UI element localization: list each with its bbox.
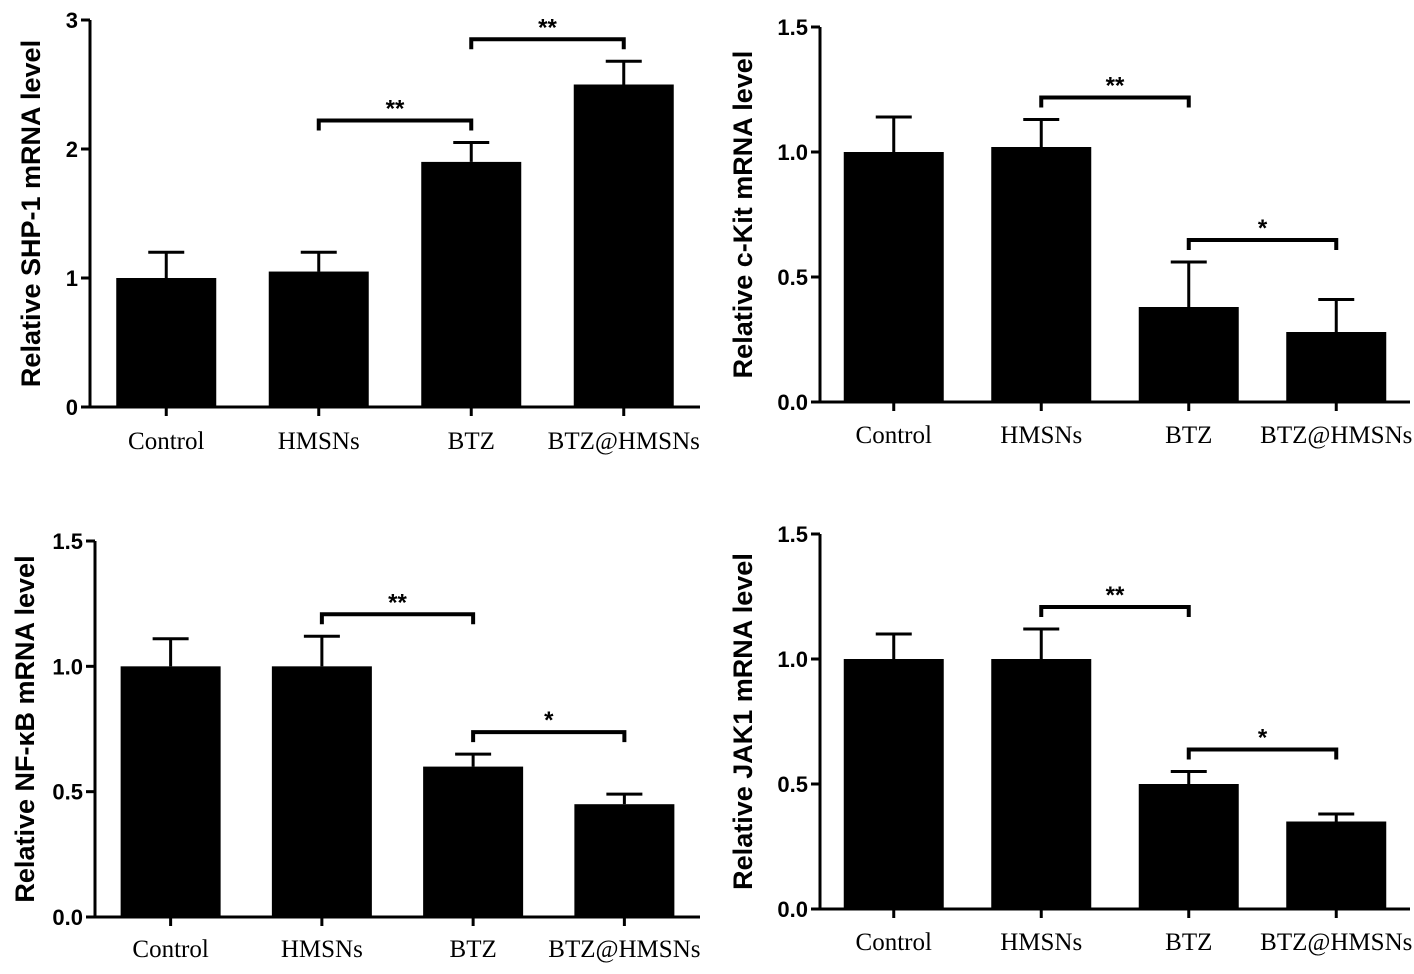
y-tick-label: 1.0 xyxy=(777,647,808,672)
significance-label: ** xyxy=(388,589,407,616)
bar-control xyxy=(116,278,217,407)
x-tick-label: BTZ xyxy=(1165,929,1212,956)
x-tick-label: HMSNs xyxy=(1000,422,1082,449)
bar-hmsns xyxy=(271,666,372,917)
y-tick-label: 0.0 xyxy=(777,390,808,415)
x-tick-label: HMSNs xyxy=(281,936,363,963)
y-tick-label: 0 xyxy=(66,395,78,420)
significance-label: * xyxy=(544,707,554,734)
y-tick-label: 3 xyxy=(66,8,78,33)
x-tick-label: HMSNs xyxy=(278,428,360,455)
y-tick-label: 2 xyxy=(66,137,78,162)
significance-bracket xyxy=(471,730,627,743)
y-tick-label: 0.0 xyxy=(52,905,83,930)
bar-btz xyxy=(1138,307,1239,402)
bar-hmsns xyxy=(991,147,1092,402)
y-tick-label: 1 xyxy=(66,266,78,291)
significance-bracket xyxy=(1186,238,1339,250)
bar-control xyxy=(843,659,944,909)
chart-panel-1: 0 1 2 3 Relative SHP-1 mRNA level Control HMSN… xyxy=(16,8,700,455)
y-axis-title: Relative c-Kit mRNA level xyxy=(728,51,758,379)
x-tick-label: Control xyxy=(132,936,208,963)
bar-btz-hmsns xyxy=(574,804,675,917)
y-tick-label: 0.0 xyxy=(777,897,808,922)
x-tick-label: BTZ@HMSNs xyxy=(1260,422,1412,449)
significance-bracket xyxy=(469,37,626,50)
bar-btz-hmsns xyxy=(573,84,674,407)
significance-bracket xyxy=(1039,95,1191,108)
significance-label: ** xyxy=(1106,582,1125,609)
y-tick-label: 1.0 xyxy=(52,654,83,679)
bar-control xyxy=(120,666,221,917)
chart-panel-2: 0.0 0.5 1.0 1.5 Relative c-Kit mRNA level Con… xyxy=(728,15,1412,449)
x-tick-label: Control xyxy=(856,422,932,449)
x-tick-label: BTZ xyxy=(448,428,495,455)
y-axis-title: Relative NF-κB mRNA level xyxy=(10,555,40,902)
significance-bracket xyxy=(1186,747,1339,760)
bar-hmsns xyxy=(991,659,1092,909)
y-tick-label: 1.5 xyxy=(777,15,808,40)
y-tick-label: 1.0 xyxy=(777,140,808,165)
x-tick-label: HMSNs xyxy=(1000,929,1082,956)
y-tick-label: 0.5 xyxy=(777,772,808,797)
bar-control xyxy=(843,152,944,402)
bar-btz xyxy=(1138,784,1239,909)
chart-panel-4: 0.0 0.5 1.0 1.5 Relative JAK1 mRNA level Cont… xyxy=(728,522,1412,956)
bar-hmsns xyxy=(268,271,369,407)
x-tick-label: BTZ@HMSNs xyxy=(548,936,700,963)
significance-label: ** xyxy=(1106,73,1125,100)
x-tick-label: Control xyxy=(128,428,204,455)
significance-label: * xyxy=(1258,215,1268,242)
bar-btz xyxy=(423,766,524,917)
significance-label: ** xyxy=(538,14,557,41)
significance-bracket xyxy=(319,612,476,625)
bar-btz xyxy=(421,161,522,407)
significance-label: * xyxy=(1258,725,1268,752)
x-tick-label: BTZ@HMSNs xyxy=(1260,929,1412,956)
x-tick-label: Control xyxy=(856,929,932,956)
y-tick-label: 1.5 xyxy=(777,522,808,547)
y-tick-label: 0.5 xyxy=(777,265,808,290)
significance-bracket xyxy=(1039,605,1191,617)
y-tick-label: 1.5 xyxy=(52,529,83,554)
x-tick-label: BTZ xyxy=(450,936,497,963)
chart-panel-3: 0.0 0.5 1.0 1.5 Relative NF-κB mRNA level Con… xyxy=(10,529,700,963)
x-tick-label: BTZ xyxy=(1165,422,1212,449)
y-tick-label: 0.5 xyxy=(52,780,83,805)
y-axis-title: Relative SHP-1 mRNA level xyxy=(16,40,46,387)
significance-bracket xyxy=(316,118,474,131)
x-tick-label: BTZ@HMSNs xyxy=(548,428,700,455)
bar-btz-hmsns xyxy=(1286,821,1387,909)
y-axis-title: Relative JAK1 mRNA level xyxy=(728,553,758,890)
bar-btz-hmsns xyxy=(1286,332,1387,402)
significance-label: ** xyxy=(386,96,405,123)
